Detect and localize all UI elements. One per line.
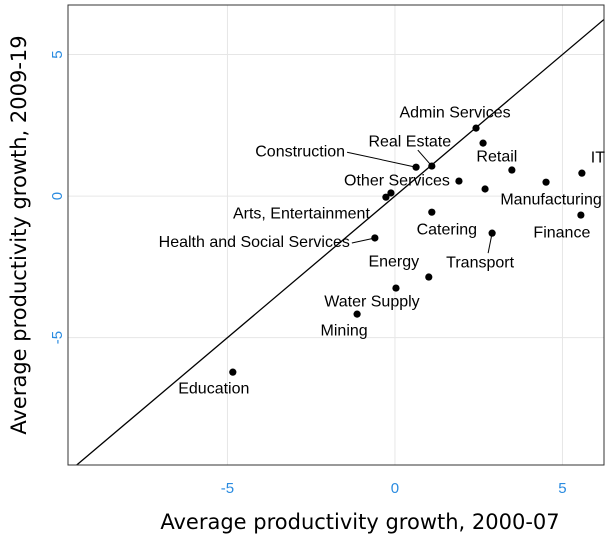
point (481, 185, 489, 193)
point (353, 310, 361, 318)
point (542, 178, 550, 186)
point-label: Real Estate (368, 133, 451, 150)
point-label: Energy (368, 253, 419, 270)
plot-area (68, 5, 604, 465)
leader-line (346, 151, 417, 168)
point (479, 139, 487, 147)
point (392, 284, 400, 292)
x-tick-label: 0 (391, 480, 399, 497)
y-tick-label: 5 (49, 50, 66, 58)
x-tick-label: 5 (558, 480, 566, 497)
point (382, 193, 390, 201)
point (229, 368, 237, 376)
point (577, 211, 585, 219)
point-label: Other Services (344, 172, 450, 189)
point (412, 163, 420, 171)
point (508, 166, 516, 174)
point-label: IT (591, 149, 605, 166)
point-label: Catering (417, 221, 477, 238)
point (425, 273, 433, 281)
point-label: Manufacturing (500, 191, 601, 208)
point-label: Transport (446, 254, 514, 271)
x-axis-title: Average productivity growth, 2000-07 (160, 510, 559, 534)
point (371, 234, 379, 242)
point-label: Health and Social Services (159, 234, 350, 251)
point (387, 189, 395, 197)
y-tick-label: 0 (49, 192, 66, 200)
reference-line (75, 18, 604, 465)
point-label: Finance (533, 224, 590, 241)
leader-line (351, 237, 375, 244)
point (455, 177, 463, 185)
point (428, 162, 436, 170)
point-label: Admin Services (399, 104, 510, 121)
point-label: Mining (321, 322, 368, 339)
point (578, 169, 586, 177)
point (472, 124, 480, 132)
panel-border (67, 4, 605, 466)
point-label: Retail (476, 148, 517, 165)
point (428, 208, 436, 216)
point-label: Education (178, 380, 249, 397)
y-axis-title: Average productivity growth, 2009-19 (7, 35, 31, 434)
x-tick-label: -5 (221, 480, 234, 497)
point-label: Arts, Entertainment (233, 205, 371, 222)
y-tick-label: -5 (49, 331, 66, 344)
point (488, 229, 496, 237)
point-label: Water Supply (324, 293, 419, 310)
point-label: Construction (255, 143, 345, 160)
